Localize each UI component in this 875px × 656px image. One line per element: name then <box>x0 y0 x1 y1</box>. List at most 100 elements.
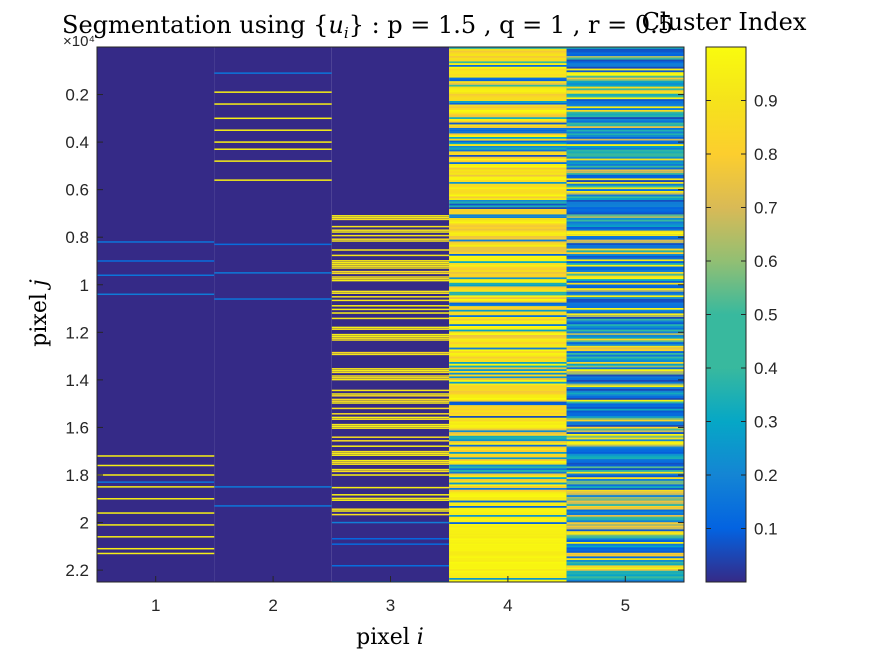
heatmap-row <box>566 455 684 458</box>
heatmap-row <box>449 345 567 348</box>
heatmap-row <box>566 412 684 415</box>
heatmap-row <box>449 525 567 528</box>
heatmap-row <box>566 363 684 366</box>
heatmap-row <box>566 200 684 202</box>
heatmap-row <box>566 126 684 129</box>
heatmap-row <box>449 178 567 181</box>
colorbar-tick-label: 0.2 <box>754 466 778 485</box>
heatmap-row <box>449 160 567 163</box>
x-tick-label: 1 <box>151 596 160 615</box>
heatmap-faint-row <box>97 241 215 243</box>
heatmap-faint-row <box>97 293 215 296</box>
heatmap-row <box>449 275 567 278</box>
heatmap-row <box>566 209 684 211</box>
heatmap-row <box>566 522 684 525</box>
heatmap-row <box>566 419 684 422</box>
heatmap-row <box>449 372 567 375</box>
heatmap-row <box>566 425 684 427</box>
heatmap-row <box>566 178 684 181</box>
heatmap-bright-row <box>331 378 450 381</box>
y-axis-ticks: 0.2 0.4 0.6 0.8 1 1.2 1.4 1.6 1.8 2 2.2 <box>65 86 684 580</box>
chart-title-pre: Segmentation using { <box>62 11 328 39</box>
heatmap-row <box>566 47 684 49</box>
heatmap-row <box>566 444 684 447</box>
heatmap-bright-row <box>214 179 332 181</box>
heatmap-row <box>566 500 684 503</box>
heatmap-row <box>449 390 567 393</box>
heatmap-bright-row <box>97 464 215 467</box>
heatmap-row <box>449 320 567 323</box>
colorbar-title: Cluster Index <box>642 8 807 36</box>
heatmap-row <box>566 108 684 111</box>
heatmap-row <box>449 412 567 415</box>
heatmap-row <box>449 459 567 462</box>
heatmap-row <box>566 342 684 345</box>
heatmap-bright-row <box>331 450 450 453</box>
x-tick-label: 5 <box>621 596 630 615</box>
heatmap-row <box>449 515 567 517</box>
heatmap-bright-row <box>331 312 450 314</box>
heatmap-bright-row <box>331 351 450 354</box>
heatmap-row <box>566 450 684 453</box>
heatmap-bright-row <box>97 474 215 476</box>
heatmap-column-1 <box>97 47 215 582</box>
heatmap-row <box>449 122 567 125</box>
heatmap-row <box>449 77 567 80</box>
heatmap-row <box>449 155 567 157</box>
heatmap-row <box>449 243 567 246</box>
colorbar-ticks: 0.1 0.2 0.3 0.4 0.5 0.6 0.7 0.8 0.9 <box>706 92 778 539</box>
heatmap-row <box>566 135 684 138</box>
heatmap-bright-row <box>97 536 215 538</box>
heatmap-bright-row <box>331 494 450 496</box>
heatmap-row <box>449 453 567 456</box>
heatmap-row <box>449 554 567 557</box>
heatmap-row <box>566 84 684 87</box>
heatmap-row <box>566 574 684 577</box>
heatmap-row <box>449 428 567 431</box>
heatmap-row <box>449 304 567 307</box>
heatmap-row <box>566 173 684 175</box>
heatmap-row <box>449 104 567 107</box>
heatmap-bright-row <box>331 395 450 397</box>
heatmap-row <box>566 254 684 256</box>
heatmap-row <box>449 318 567 321</box>
heatmap-row <box>566 399 684 402</box>
heatmap-row <box>449 165 567 168</box>
heatmap-row <box>449 182 567 184</box>
heatmap-row <box>449 291 567 294</box>
heatmap-bright-row <box>214 117 332 120</box>
heatmap-row <box>566 279 684 282</box>
heatmap-bright-row <box>331 513 450 516</box>
heatmap-row <box>566 318 684 321</box>
heatmap-row <box>449 380 567 382</box>
x-tick-label: 4 <box>503 596 512 615</box>
heatmap-row <box>566 326 684 328</box>
heatmap-row <box>566 171 684 174</box>
heatmap-row <box>566 344 684 346</box>
heatmap-row <box>449 218 567 220</box>
heatmap-bright-row <box>331 440 450 442</box>
heatmap-row <box>566 237 684 240</box>
heatmap-faint-row <box>331 565 450 567</box>
heatmap-row <box>566 92 684 94</box>
heatmap-row <box>449 198 567 201</box>
heatmap-row <box>449 86 567 89</box>
heatmap-row <box>449 232 567 235</box>
heatmap-row <box>566 245 684 247</box>
heatmap-row <box>566 104 684 107</box>
heatmap-row <box>566 248 684 251</box>
heatmap-row <box>449 441 567 444</box>
heatmap-row <box>566 65 684 67</box>
heatmap-row <box>449 351 567 354</box>
heatmap-column-3 <box>331 47 450 582</box>
heatmap-row <box>449 338 567 341</box>
heatmap-row <box>449 574 567 577</box>
heatmap-row <box>566 416 684 418</box>
heatmap-bright-row <box>331 413 450 415</box>
heatmap-row <box>566 405 684 408</box>
heatmap-row <box>449 518 567 521</box>
heatmap-row <box>566 110 684 112</box>
heatmap-row <box>449 561 567 564</box>
heatmap-row <box>449 491 567 494</box>
heatmap-faint-row <box>214 298 332 300</box>
